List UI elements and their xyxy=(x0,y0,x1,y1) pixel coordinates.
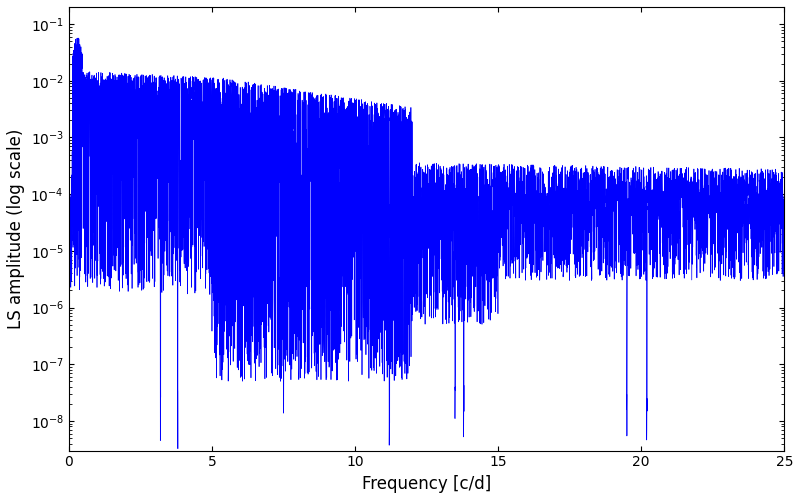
Y-axis label: LS amplitude (log scale): LS amplitude (log scale) xyxy=(7,128,25,329)
X-axis label: Frequency [c/d]: Frequency [c/d] xyxy=(362,475,491,493)
